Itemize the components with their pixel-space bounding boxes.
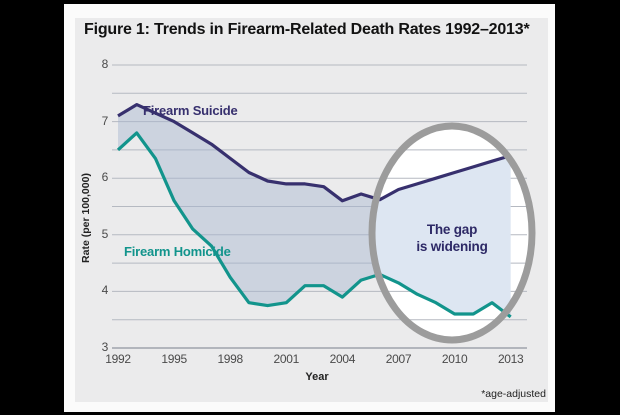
y-tick-label-5: 5 (101, 226, 109, 241)
gap-annotation-line2: is widening (416, 238, 488, 254)
x-axis-title: Year (305, 371, 329, 383)
series-label-firearm-suicide: Firearm Suicide (143, 103, 238, 118)
y-tick-label-8: 8 (101, 57, 109, 71)
x-tick-label-2001: 2001 (273, 352, 300, 366)
y-axis-title: Rate (per 100,000) (80, 173, 92, 263)
figure-title: Figure 1: Trends in Firearm-Related Deat… (84, 21, 530, 38)
x-tick-label-1998: 1998 (217, 352, 243, 366)
x-tick-label-1995: 1995 (161, 352, 187, 366)
x-tick-label-2010: 2010 (441, 352, 468, 366)
chart-panel (75, 18, 548, 402)
x-tick-label-2007: 2007 (385, 352, 412, 366)
x-tick-label-1992: 1992 (105, 352, 131, 366)
x-tick-label-2013: 2013 (497, 352, 524, 366)
age-adjusted-footnote: *age-adjusted (481, 388, 546, 400)
series-label-firearm-homicide: Firearm Homicide (124, 244, 231, 259)
gap-annotation: The gap is widening (382, 222, 522, 255)
y-tick-label-7: 7 (101, 113, 109, 128)
x-tick-label-2004: 2004 (329, 352, 356, 366)
y-tick-label-4: 4 (101, 283, 109, 298)
y-tick-label-6: 6 (101, 170, 109, 185)
gap-annotation-line1: The gap (426, 222, 478, 237)
y-tick-label-3: 3 (101, 340, 109, 354)
